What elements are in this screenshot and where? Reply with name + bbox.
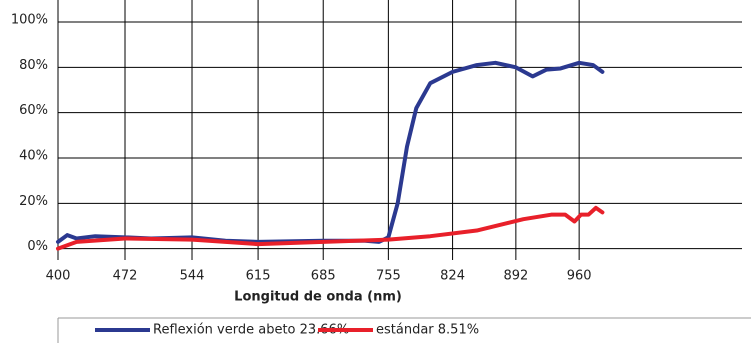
x-axis-title: Longitud de onda (nm) [234, 290, 402, 305]
x-tick-label: 472 [113, 269, 138, 284]
y-tick-label: 0% [27, 239, 48, 254]
y-tick-label: 80% [19, 58, 48, 73]
y-tick-label: 20% [19, 194, 48, 209]
x-tick-label: 824 [440, 269, 465, 284]
x-tick-label: 544 [180, 269, 205, 284]
y-tick-label: 100% [11, 13, 48, 28]
y-tick-label: 40% [19, 149, 48, 164]
data-line [56, 60, 605, 244]
legend-label: estándar 8.51% [376, 323, 479, 338]
x-tick-label: 615 [246, 269, 271, 284]
x-tick-label: 960 [567, 269, 592, 284]
y-tick-label: 60% [19, 103, 48, 118]
x-tick-label: 755 [376, 269, 401, 284]
x-tick-label: 892 [503, 269, 528, 284]
x-tick-label: 400 [46, 269, 71, 284]
x-tick-label: 685 [311, 269, 336, 284]
legend-label: Reflexión verde abeto 23.66% [153, 323, 349, 338]
data-line [56, 205, 605, 251]
